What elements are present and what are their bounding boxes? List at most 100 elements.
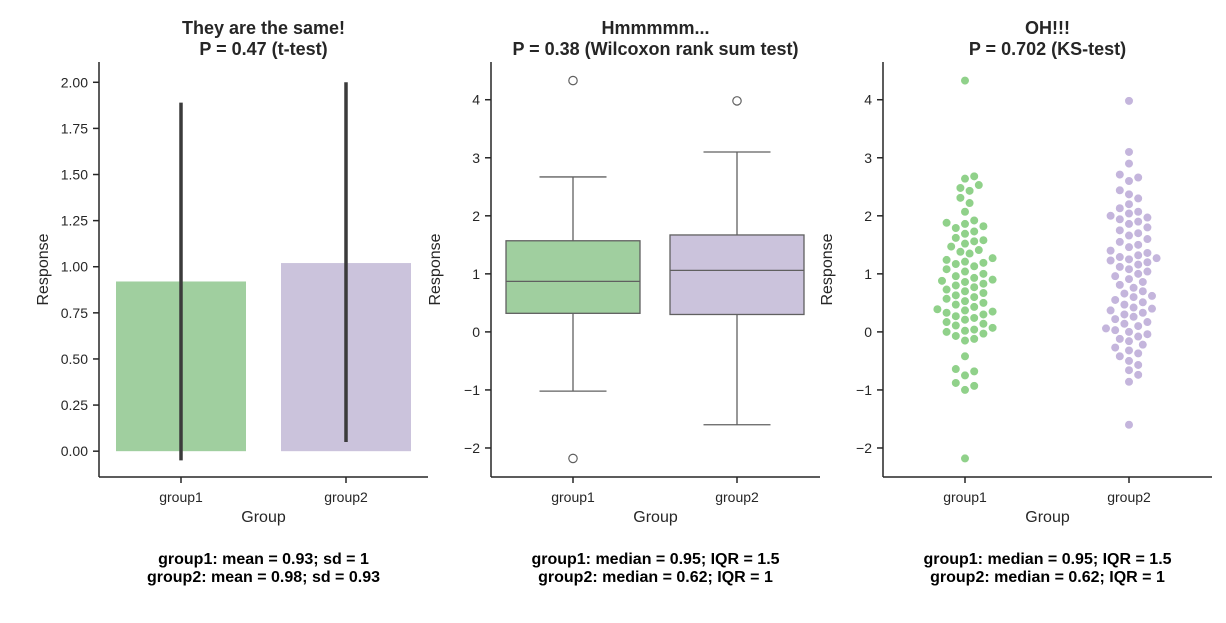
swarm-point-group1 — [974, 245, 984, 255]
swarm-point-group2 — [1124, 274, 1134, 284]
chart-caption-line: group1: median = 0.95; IQR = 1.5 — [531, 551, 779, 568]
x-axis-label: Group — [1025, 509, 1070, 526]
swarm-point-group2 — [1110, 314, 1120, 324]
swarm-point-group1 — [941, 284, 952, 295]
swarm-point-group1 — [978, 288, 989, 298]
chart-caption-line: group2: median = 0.62; IQR = 1 — [930, 569, 1165, 586]
y-tick-label: 3 — [472, 150, 480, 166]
x-tick-label: group2 — [324, 489, 368, 505]
swarm-point-group2 — [1124, 208, 1134, 219]
chart-caption-line: group2: mean = 0.98; sd = 0.93 — [147, 569, 380, 586]
swarm-point-group2 — [1115, 225, 1125, 235]
swarm-point-group1 — [960, 305, 970, 316]
swarm-point-group2 — [1124, 158, 1134, 169]
swarm-point-group1 — [960, 229, 970, 239]
swarm-point-group1 — [941, 264, 952, 274]
chart-caption-line: group1: mean = 0.93; sd = 1 — [158, 551, 369, 568]
x-axis-label: Group — [633, 509, 678, 526]
swarm-point-group2 — [1133, 370, 1143, 380]
swarm-point-group2 — [1133, 228, 1143, 238]
swarm-point-group2 — [1105, 211, 1116, 221]
chart-caption-line: group1: median = 0.95; IQR = 1.5 — [923, 551, 1171, 568]
swarm-point-group2 — [1147, 304, 1157, 314]
swarm-point-group2 — [1128, 312, 1139, 322]
swarm-point-group2 — [1151, 253, 1162, 263]
swarm-point-group1 — [978, 298, 989, 308]
swarm-point-group1 — [951, 259, 961, 269]
swarm-point-group2 — [1105, 246, 1116, 256]
y-axis-label: Response — [427, 233, 444, 305]
swarm-point-group1 — [969, 171, 979, 181]
swarm-point-group2 — [1124, 356, 1134, 366]
swarm-point-group1 — [941, 255, 952, 265]
swarm-point-group1 — [964, 198, 975, 208]
box-group2 — [669, 234, 805, 316]
swarm-point-group1 — [941, 317, 952, 327]
swarm-point-group2 — [1115, 334, 1125, 344]
y-tick-label: −2 — [464, 440, 480, 456]
swarm-point-group2 — [1115, 185, 1125, 195]
swarm-point-group2 — [1133, 331, 1143, 342]
y-axis-label: Response — [35, 233, 52, 305]
swarm-point-group2 — [1133, 348, 1143, 358]
swarm-point-group2 — [1138, 340, 1148, 350]
y-tick-label: 0.75 — [61, 305, 88, 321]
swarm-point-group1 — [941, 218, 952, 228]
swarm-point-group2 — [1124, 242, 1134, 252]
panel-1: They are the same!P = 0.47 (t-test) 0.00 0… — [35, 18, 428, 586]
swarm-point-group2 — [1105, 305, 1116, 316]
swarm-point-group2 — [1110, 342, 1120, 353]
swarm-point-group2 — [1124, 230, 1134, 241]
swarm-point-group1 — [960, 296, 970, 306]
swarm-point-group2 — [1142, 329, 1152, 339]
chart-caption-line: group2: median = 0.62; IQR = 1 — [538, 569, 773, 586]
swarm-point-group1 — [941, 327, 952, 337]
swarm-point-group1 — [951, 320, 961, 331]
chart-title-line: OH!!! — [1025, 18, 1070, 38]
y-tick-label: −2 — [856, 440, 872, 456]
swarm-point-group1 — [978, 309, 989, 320]
swarm-point-group2 — [1128, 302, 1139, 313]
swarm-point-group1 — [937, 276, 947, 286]
swarm-point-group1 — [960, 266, 970, 277]
x-tick-label: group1 — [159, 489, 203, 505]
swarm-point-group2 — [1124, 219, 1134, 229]
swarm-point-group1 — [951, 331, 961, 341]
y-tick-label: 0.00 — [61, 443, 88, 459]
y-tick-label: 0 — [472, 324, 480, 340]
swarm-point-group2 — [1115, 237, 1125, 247]
swarm-point-group2 — [1115, 252, 1125, 262]
swarm-point-group1 — [978, 235, 989, 245]
swarm-point-group2 — [1138, 308, 1148, 318]
x-tick-label: group1 — [551, 489, 595, 505]
y-tick-label: −1 — [856, 382, 872, 398]
swarm-point-group1 — [969, 366, 979, 376]
swarm-point-group2 — [1119, 288, 1129, 299]
swarm-point-group1 — [960, 277, 970, 287]
swarm-point-group1 — [960, 336, 970, 346]
swarm-point-group2 — [1115, 203, 1125, 213]
swarm-point-group1 — [987, 306, 998, 317]
y-tick-label: 0 — [864, 324, 872, 340]
y-axis-label: Response — [819, 233, 836, 305]
chart-title-line: P = 0.47 (t-test) — [199, 39, 327, 59]
y-tick-label: 1.25 — [61, 213, 88, 229]
y-tick-label: 1 — [472, 266, 480, 282]
panel-3: OH!!!P = 0.702 (KS-test) −2 −1 0 1 2 3 4 group1 g… — [819, 18, 1212, 586]
swarm-point-group2 — [1133, 321, 1143, 331]
outlier-point — [568, 453, 578, 464]
swarm-point-group1 — [969, 302, 979, 312]
swarm-point-group2 — [1101, 323, 1111, 334]
swarm-point-group2 — [1124, 96, 1134, 106]
swarm-point-group1 — [969, 215, 979, 226]
y-tick-label: 2.00 — [61, 74, 88, 90]
panel-2: Hmmmmm...P = 0.38 (Wilcoxon rank sum tes… — [427, 18, 820, 586]
y-tick-label: 2 — [472, 208, 480, 224]
swarm-point-group1 — [960, 257, 970, 267]
swarm-point-group2 — [1124, 199, 1134, 209]
swarm-point-group1 — [978, 269, 989, 279]
swarm-point-group1 — [951, 311, 961, 321]
x-axis-label: Group — [241, 509, 286, 526]
swarm-point-group2 — [1124, 176, 1134, 186]
